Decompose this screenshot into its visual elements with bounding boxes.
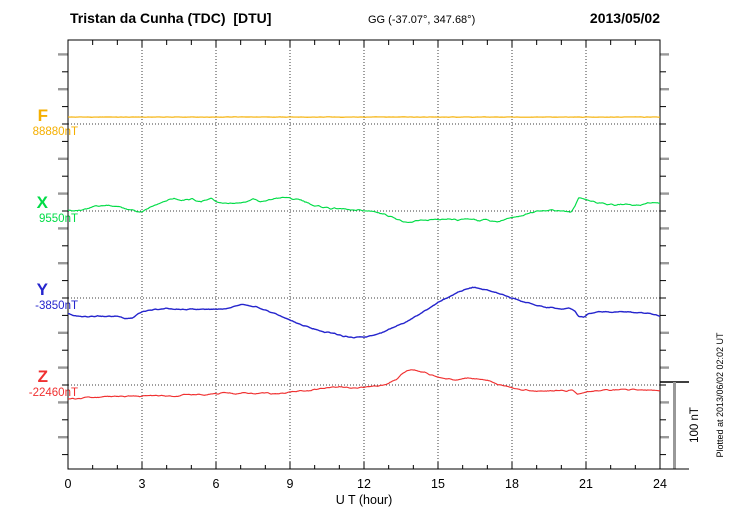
channel-value-f: 88880nT xyxy=(32,126,78,138)
geographic-coords: GG (-37.07°, 347.68°) xyxy=(368,14,476,26)
channel-value-y: -3850nT xyxy=(35,300,78,312)
scale-bar-label: 100 nT xyxy=(689,407,701,443)
channel-value-z: -22460nT xyxy=(28,387,78,399)
channel-letter-x: X xyxy=(36,193,48,212)
x-axis-tick-label: 24 xyxy=(653,477,667,491)
x-axis-tick-label: 6 xyxy=(212,477,220,491)
x-axis-tick-label: 18 xyxy=(505,477,519,491)
x-axis-title: U T (hour) xyxy=(335,493,393,507)
channel-letter-f: F xyxy=(37,106,48,125)
x-axis-tick-label: 9 xyxy=(286,477,294,491)
channel-letter-y: Y xyxy=(36,280,48,299)
x-axis-tick-label: 12 xyxy=(357,477,371,491)
x-axis-tick-label: 3 xyxy=(138,477,146,491)
plot-date: 2013/05/02 xyxy=(589,10,660,26)
plot-timestamp-note: Plotted at 2013/06/02 02:02 UT xyxy=(715,332,725,458)
x-axis-tick-label: 0 xyxy=(64,477,72,491)
x-axis-tick-label: 15 xyxy=(431,477,445,491)
x-axis-tick-label: 21 xyxy=(579,477,593,491)
observatory-title: Tristan da Cunha (TDC) [DTU] xyxy=(70,10,272,26)
channel-letter-z: Z xyxy=(37,367,48,386)
